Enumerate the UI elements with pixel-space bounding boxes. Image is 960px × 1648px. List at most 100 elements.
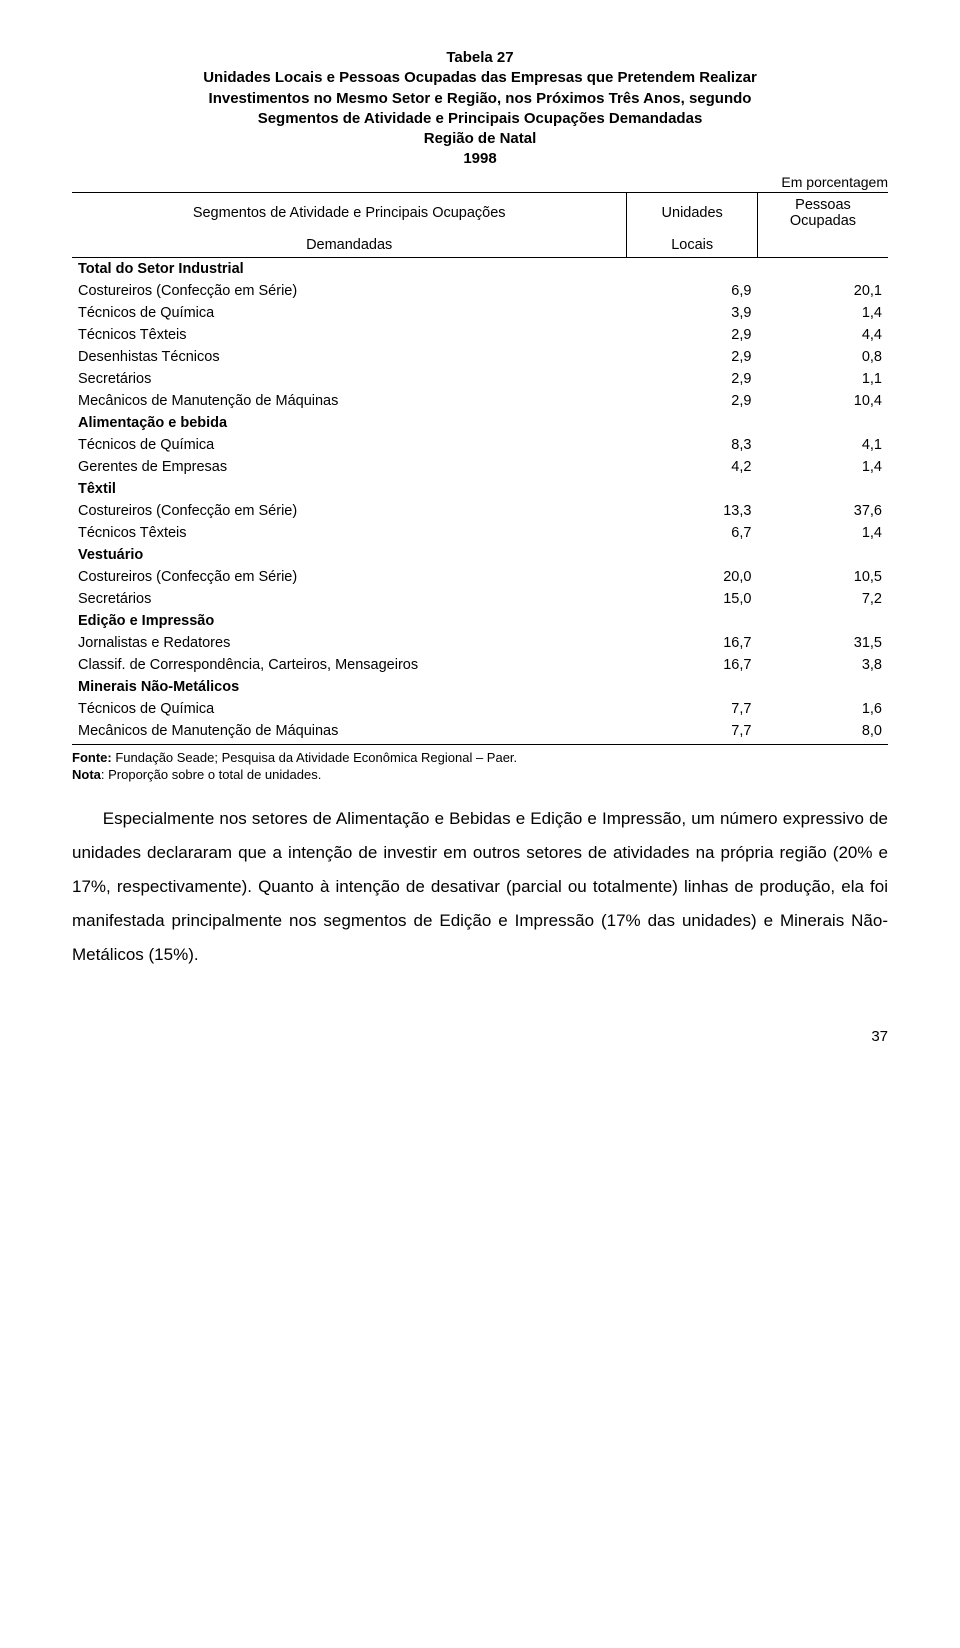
row-label: Mecânicos de Manutenção de Máquinas <box>72 720 627 745</box>
row-value-1: 2,9 <box>627 346 758 368</box>
title-line-2: Unidades Locais e Pessoas Ocupadas das E… <box>72 68 888 88</box>
header-right: Pessoas Ocupadas <box>757 192 888 233</box>
table-row: Têxtil <box>72 478 888 500</box>
row-value-1: 20,0 <box>627 566 758 588</box>
row-value-2: 4,4 <box>757 324 888 346</box>
table-row: Total do Setor Industrial <box>72 257 888 280</box>
table-row: Minerais Não-Metálicos <box>72 676 888 698</box>
row-value-1: 15,0 <box>627 588 758 610</box>
row-label: Técnicos de Química <box>72 434 627 456</box>
row-value-1: 16,7 <box>627 654 758 676</box>
row-label: Secretários <box>72 368 627 390</box>
row-value-2: 1,4 <box>757 456 888 478</box>
table-row: Edição e Impressão <box>72 610 888 632</box>
row-value-1 <box>627 412 758 434</box>
table-row: Mecânicos de Manutenção de Máquinas7,78,… <box>72 720 888 745</box>
table-row: Classif. de Correspondência, Carteiros, … <box>72 654 888 676</box>
row-value-1: 7,7 <box>627 698 758 720</box>
row-label: Mecânicos de Manutenção de Máquinas <box>72 390 627 412</box>
table-row: Vestuário <box>72 544 888 566</box>
row-value-2: 37,6 <box>757 500 888 522</box>
table-row: Técnicos de Química3,91,4 <box>72 302 888 324</box>
row-value-1 <box>627 478 758 500</box>
row-value-1 <box>627 257 758 280</box>
row-value-1: 6,9 <box>627 280 758 302</box>
row-value-2: 1,6 <box>757 698 888 720</box>
row-value-1: 2,9 <box>627 324 758 346</box>
row-value-2 <box>757 257 888 280</box>
table-row: Mecânicos de Manutenção de Máquinas2,910… <box>72 390 888 412</box>
row-value-2: 20,1 <box>757 280 888 302</box>
table-row: Alimentação e bebida <box>72 412 888 434</box>
table-row: Técnicos de Química8,34,1 <box>72 434 888 456</box>
row-label: Classif. de Correspondência, Carteiros, … <box>72 654 627 676</box>
title-line-5: Região de Natal <box>72 129 888 149</box>
table-row: Jornalistas e Redatores16,731,5 <box>72 632 888 654</box>
row-value-2: 0,8 <box>757 346 888 368</box>
row-value-1: 4,2 <box>627 456 758 478</box>
row-value-2: 10,5 <box>757 566 888 588</box>
row-value-2 <box>757 610 888 632</box>
row-value-2: 1,1 <box>757 368 888 390</box>
table-row: Secretários2,91,1 <box>72 368 888 390</box>
row-value-2 <box>757 412 888 434</box>
row-value-2: 1,4 <box>757 522 888 544</box>
table-row: Costureiros (Confecção em Série)13,337,6 <box>72 500 888 522</box>
row-value-2: 1,4 <box>757 302 888 324</box>
header-right-blank <box>757 233 888 258</box>
header-left-top: Segmentos de Atividade e Principais Ocup… <box>72 192 627 233</box>
data-table: Segmentos de Atividade e Principais Ocup… <box>72 192 888 745</box>
table-row: Técnicos Têxteis2,94,4 <box>72 324 888 346</box>
title-line-3: Investimentos no Mesmo Setor e Região, n… <box>72 89 888 109</box>
row-label: Costureiros (Confecção em Série) <box>72 280 627 302</box>
row-value-1 <box>627 544 758 566</box>
row-value-1: 6,7 <box>627 522 758 544</box>
row-label: Costureiros (Confecção em Série) <box>72 566 627 588</box>
row-value-2 <box>757 676 888 698</box>
row-value-1: 3,9 <box>627 302 758 324</box>
row-value-2 <box>757 478 888 500</box>
row-value-2: 4,1 <box>757 434 888 456</box>
row-value-2: 3,8 <box>757 654 888 676</box>
table-title: Tabela 27 Unidades Locais e Pessoas Ocup… <box>72 48 888 170</box>
row-value-1: 2,9 <box>627 390 758 412</box>
row-label: Secretários <box>72 588 627 610</box>
row-label: Total do Setor Industrial <box>72 257 627 280</box>
row-value-1 <box>627 610 758 632</box>
row-label: Técnicos de Química <box>72 698 627 720</box>
row-label: Desenhistas Técnicos <box>72 346 627 368</box>
header-mid-top: Unidades <box>627 192 758 233</box>
row-label: Alimentação e bebida <box>72 412 627 434</box>
table-notes: Fonte: Fundação Seade; Pesquisa da Ativi… <box>72 749 888 784</box>
row-value-1: 13,3 <box>627 500 758 522</box>
row-value-1: 16,7 <box>627 632 758 654</box>
row-label: Técnicos Têxteis <box>72 324 627 346</box>
row-label: Técnicos de Química <box>72 302 627 324</box>
row-value-1: 8,3 <box>627 434 758 456</box>
body-paragraph: Especialmente nos setores de Alimentação… <box>72 802 888 972</box>
title-line-1: Tabela 27 <box>72 48 888 68</box>
row-value-1 <box>627 676 758 698</box>
row-label: Gerentes de Empresas <box>72 456 627 478</box>
row-value-2: 10,4 <box>757 390 888 412</box>
nota-text: : Proporção sobre o total de unidades. <box>101 767 321 782</box>
nota-label: Nota <box>72 767 101 782</box>
row-value-2: 7,2 <box>757 588 888 610</box>
row-label: Técnicos Têxteis <box>72 522 627 544</box>
row-label: Vestuário <box>72 544 627 566</box>
row-value-1: 2,9 <box>627 368 758 390</box>
table-row: Secretários15,07,2 <box>72 588 888 610</box>
fonte-text: Fundação Seade; Pesquisa da Atividade Ec… <box>112 750 517 765</box>
row-label: Edição e Impressão <box>72 610 627 632</box>
body-text-content: Especialmente nos setores de Alimentação… <box>72 809 888 964</box>
row-label: Minerais Não-Metálicos <box>72 676 627 698</box>
row-value-2: 8,0 <box>757 720 888 745</box>
row-label: Costureiros (Confecção em Série) <box>72 500 627 522</box>
title-line-4: Segmentos de Atividade e Principais Ocup… <box>72 109 888 129</box>
table-row: Desenhistas Técnicos2,90,8 <box>72 346 888 368</box>
fonte-label: Fonte: <box>72 750 112 765</box>
row-value-2: 31,5 <box>757 632 888 654</box>
page-number: 37 <box>72 1028 888 1045</box>
row-value-1: 7,7 <box>627 720 758 745</box>
table-row: Gerentes de Empresas4,21,4 <box>72 456 888 478</box>
